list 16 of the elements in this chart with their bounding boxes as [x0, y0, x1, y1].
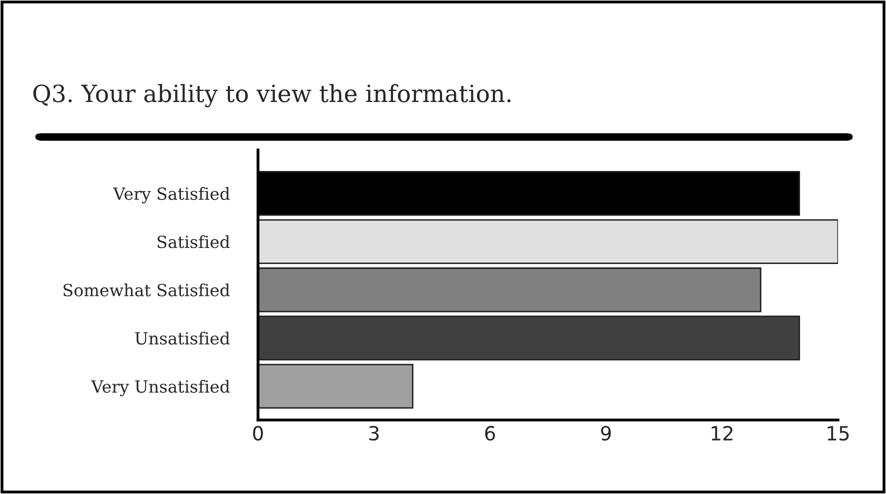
x-tick-label: 6: [485, 426, 495, 441]
y-tick-label: Satisfied: [158, 235, 230, 248]
x-tick-label: 12: [712, 426, 732, 440]
y-tick-label: Very Unsatisfied: [91, 380, 230, 396]
y-tick-label: Somewhat Satisfied: [64, 283, 230, 296]
x-tick-label: 15: [828, 426, 849, 441]
bar: [258, 219, 838, 264]
y-tick-label: Unsatisfied: [135, 332, 230, 345]
chart-title: Q3. Your ability to view the information.: [33, 84, 510, 108]
y-tick-label: Very Satisfied: [113, 187, 230, 204]
x-tick-label: 3: [369, 426, 379, 441]
bar: [258, 364, 414, 409]
x-tick-label: 0: [253, 426, 263, 441]
bar: [258, 316, 800, 360]
x-tick-label: 9: [601, 426, 611, 441]
bar: [258, 267, 762, 312]
